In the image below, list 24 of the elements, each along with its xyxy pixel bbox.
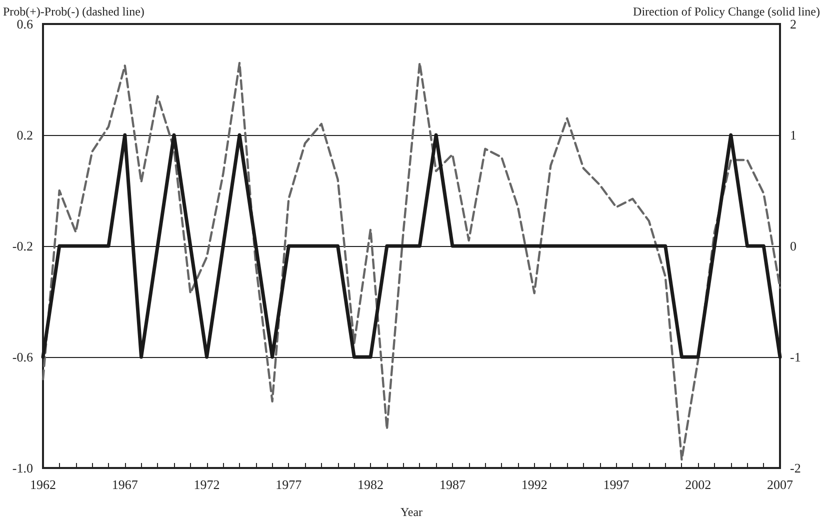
- y-tick-label: -0.2: [12, 238, 33, 254]
- x-axis-title: Year: [400, 505, 423, 519]
- x-tick-label: 1972: [194, 477, 220, 492]
- y-axis-title: Prob(+)-Prob(-) (dashed line): [3, 4, 144, 19]
- y-tick-label: 0.6: [16, 16, 34, 32]
- y-tick-label: 0.2: [16, 128, 33, 142]
- y-tick-label: -0.6: [12, 350, 34, 364]
- y2-tick-label: 0: [790, 238, 796, 254]
- x-tick-label: 1987: [439, 477, 466, 492]
- x-tick-label: 1997: [603, 477, 630, 492]
- x-tick-label: 1967: [112, 477, 138, 492]
- y-tick-label: -1.0: [12, 460, 33, 476]
- x-tick-label: 1962: [30, 477, 56, 492]
- line-series: [42, 62, 782, 461]
- y2-axis-title: Direction of Policy Change (solid line): [633, 4, 820, 19]
- x-tick-label: 1992: [521, 477, 548, 492]
- x-tick-label: 2002: [685, 477, 712, 492]
- x-tick-label: 1982: [358, 477, 384, 492]
- y2-tick-label: 2: [790, 16, 796, 32]
- x-tick-label: 2007: [767, 477, 794, 492]
- y2-tick-label: -1: [790, 350, 801, 364]
- y2-tick-label: 1: [790, 128, 796, 142]
- x-tick-label: 1977: [276, 477, 302, 492]
- y2-tick-label: -2: [790, 460, 801, 476]
